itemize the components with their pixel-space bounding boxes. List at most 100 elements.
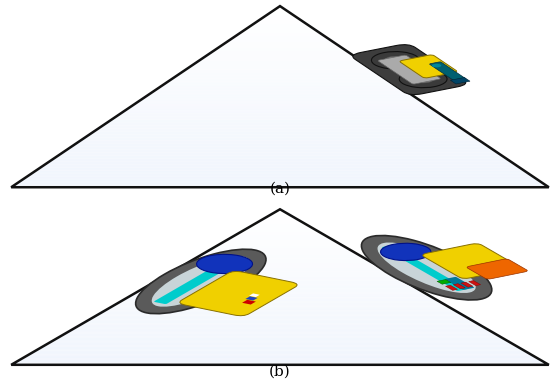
Polygon shape xyxy=(13,184,547,186)
Polygon shape xyxy=(146,286,414,287)
Polygon shape xyxy=(143,97,417,98)
Polygon shape xyxy=(276,8,284,9)
Bar xyxy=(249,293,260,297)
Ellipse shape xyxy=(361,235,492,300)
FancyBboxPatch shape xyxy=(378,55,440,84)
Bar xyxy=(461,282,473,287)
Polygon shape xyxy=(60,335,500,336)
Polygon shape xyxy=(72,145,488,146)
Polygon shape xyxy=(76,142,484,144)
Polygon shape xyxy=(87,319,473,321)
Polygon shape xyxy=(85,321,475,322)
Polygon shape xyxy=(199,59,361,60)
Polygon shape xyxy=(224,42,336,44)
Polygon shape xyxy=(150,283,410,285)
Polygon shape xyxy=(134,292,426,293)
Polygon shape xyxy=(164,83,396,84)
Polygon shape xyxy=(190,260,370,261)
Polygon shape xyxy=(260,18,300,20)
Bar xyxy=(450,78,470,84)
Polygon shape xyxy=(181,71,379,73)
Polygon shape xyxy=(271,11,289,12)
Polygon shape xyxy=(38,167,522,169)
Polygon shape xyxy=(81,139,479,141)
Polygon shape xyxy=(172,270,388,271)
FancyBboxPatch shape xyxy=(154,258,242,304)
Polygon shape xyxy=(175,76,385,77)
Polygon shape xyxy=(121,112,439,113)
Polygon shape xyxy=(56,156,504,157)
Polygon shape xyxy=(199,255,361,256)
Polygon shape xyxy=(148,285,412,286)
FancyBboxPatch shape xyxy=(353,45,466,94)
Polygon shape xyxy=(103,124,457,125)
Polygon shape xyxy=(226,41,334,42)
Polygon shape xyxy=(63,151,497,152)
Polygon shape xyxy=(206,251,354,252)
Polygon shape xyxy=(262,17,298,18)
Polygon shape xyxy=(103,310,457,312)
FancyBboxPatch shape xyxy=(180,271,297,316)
Polygon shape xyxy=(175,269,385,270)
Polygon shape xyxy=(108,308,452,309)
Polygon shape xyxy=(170,271,390,273)
Polygon shape xyxy=(166,274,394,275)
Polygon shape xyxy=(13,362,547,364)
Polygon shape xyxy=(20,358,540,359)
Polygon shape xyxy=(139,100,421,101)
Polygon shape xyxy=(60,152,500,154)
Polygon shape xyxy=(132,104,428,106)
Polygon shape xyxy=(231,38,329,39)
FancyBboxPatch shape xyxy=(445,277,474,290)
Polygon shape xyxy=(92,317,468,318)
Polygon shape xyxy=(114,116,446,118)
Polygon shape xyxy=(99,313,461,314)
Polygon shape xyxy=(43,345,517,347)
Polygon shape xyxy=(228,238,332,239)
Polygon shape xyxy=(76,326,484,327)
Polygon shape xyxy=(74,144,486,145)
Polygon shape xyxy=(159,86,401,88)
Polygon shape xyxy=(184,70,376,71)
Polygon shape xyxy=(83,322,477,323)
Polygon shape xyxy=(96,128,464,130)
Polygon shape xyxy=(78,324,482,326)
Polygon shape xyxy=(67,148,493,149)
Polygon shape xyxy=(269,12,291,14)
Polygon shape xyxy=(235,234,325,235)
Polygon shape xyxy=(237,233,323,234)
Polygon shape xyxy=(96,314,464,316)
Polygon shape xyxy=(226,239,334,240)
Polygon shape xyxy=(273,212,287,213)
Polygon shape xyxy=(81,323,479,324)
Polygon shape xyxy=(137,291,423,292)
Ellipse shape xyxy=(197,254,253,273)
FancyBboxPatch shape xyxy=(400,55,456,78)
Polygon shape xyxy=(116,303,444,304)
Polygon shape xyxy=(112,305,448,306)
Polygon shape xyxy=(206,55,354,56)
Polygon shape xyxy=(94,130,466,131)
Polygon shape xyxy=(251,24,309,26)
Polygon shape xyxy=(40,347,520,348)
Polygon shape xyxy=(255,21,305,23)
Bar xyxy=(453,284,465,289)
Polygon shape xyxy=(164,275,396,276)
Polygon shape xyxy=(116,115,444,116)
Polygon shape xyxy=(16,183,544,184)
Text: (a): (a) xyxy=(269,181,291,195)
FancyBboxPatch shape xyxy=(423,244,518,278)
Polygon shape xyxy=(208,250,352,251)
Polygon shape xyxy=(22,178,538,180)
Polygon shape xyxy=(228,39,332,41)
Polygon shape xyxy=(130,106,430,107)
Polygon shape xyxy=(101,125,459,127)
Polygon shape xyxy=(197,256,363,257)
Polygon shape xyxy=(202,253,358,255)
Polygon shape xyxy=(204,56,356,58)
Polygon shape xyxy=(25,356,535,357)
Polygon shape xyxy=(222,44,338,45)
Polygon shape xyxy=(233,235,327,237)
Polygon shape xyxy=(99,127,461,128)
Polygon shape xyxy=(179,73,381,74)
